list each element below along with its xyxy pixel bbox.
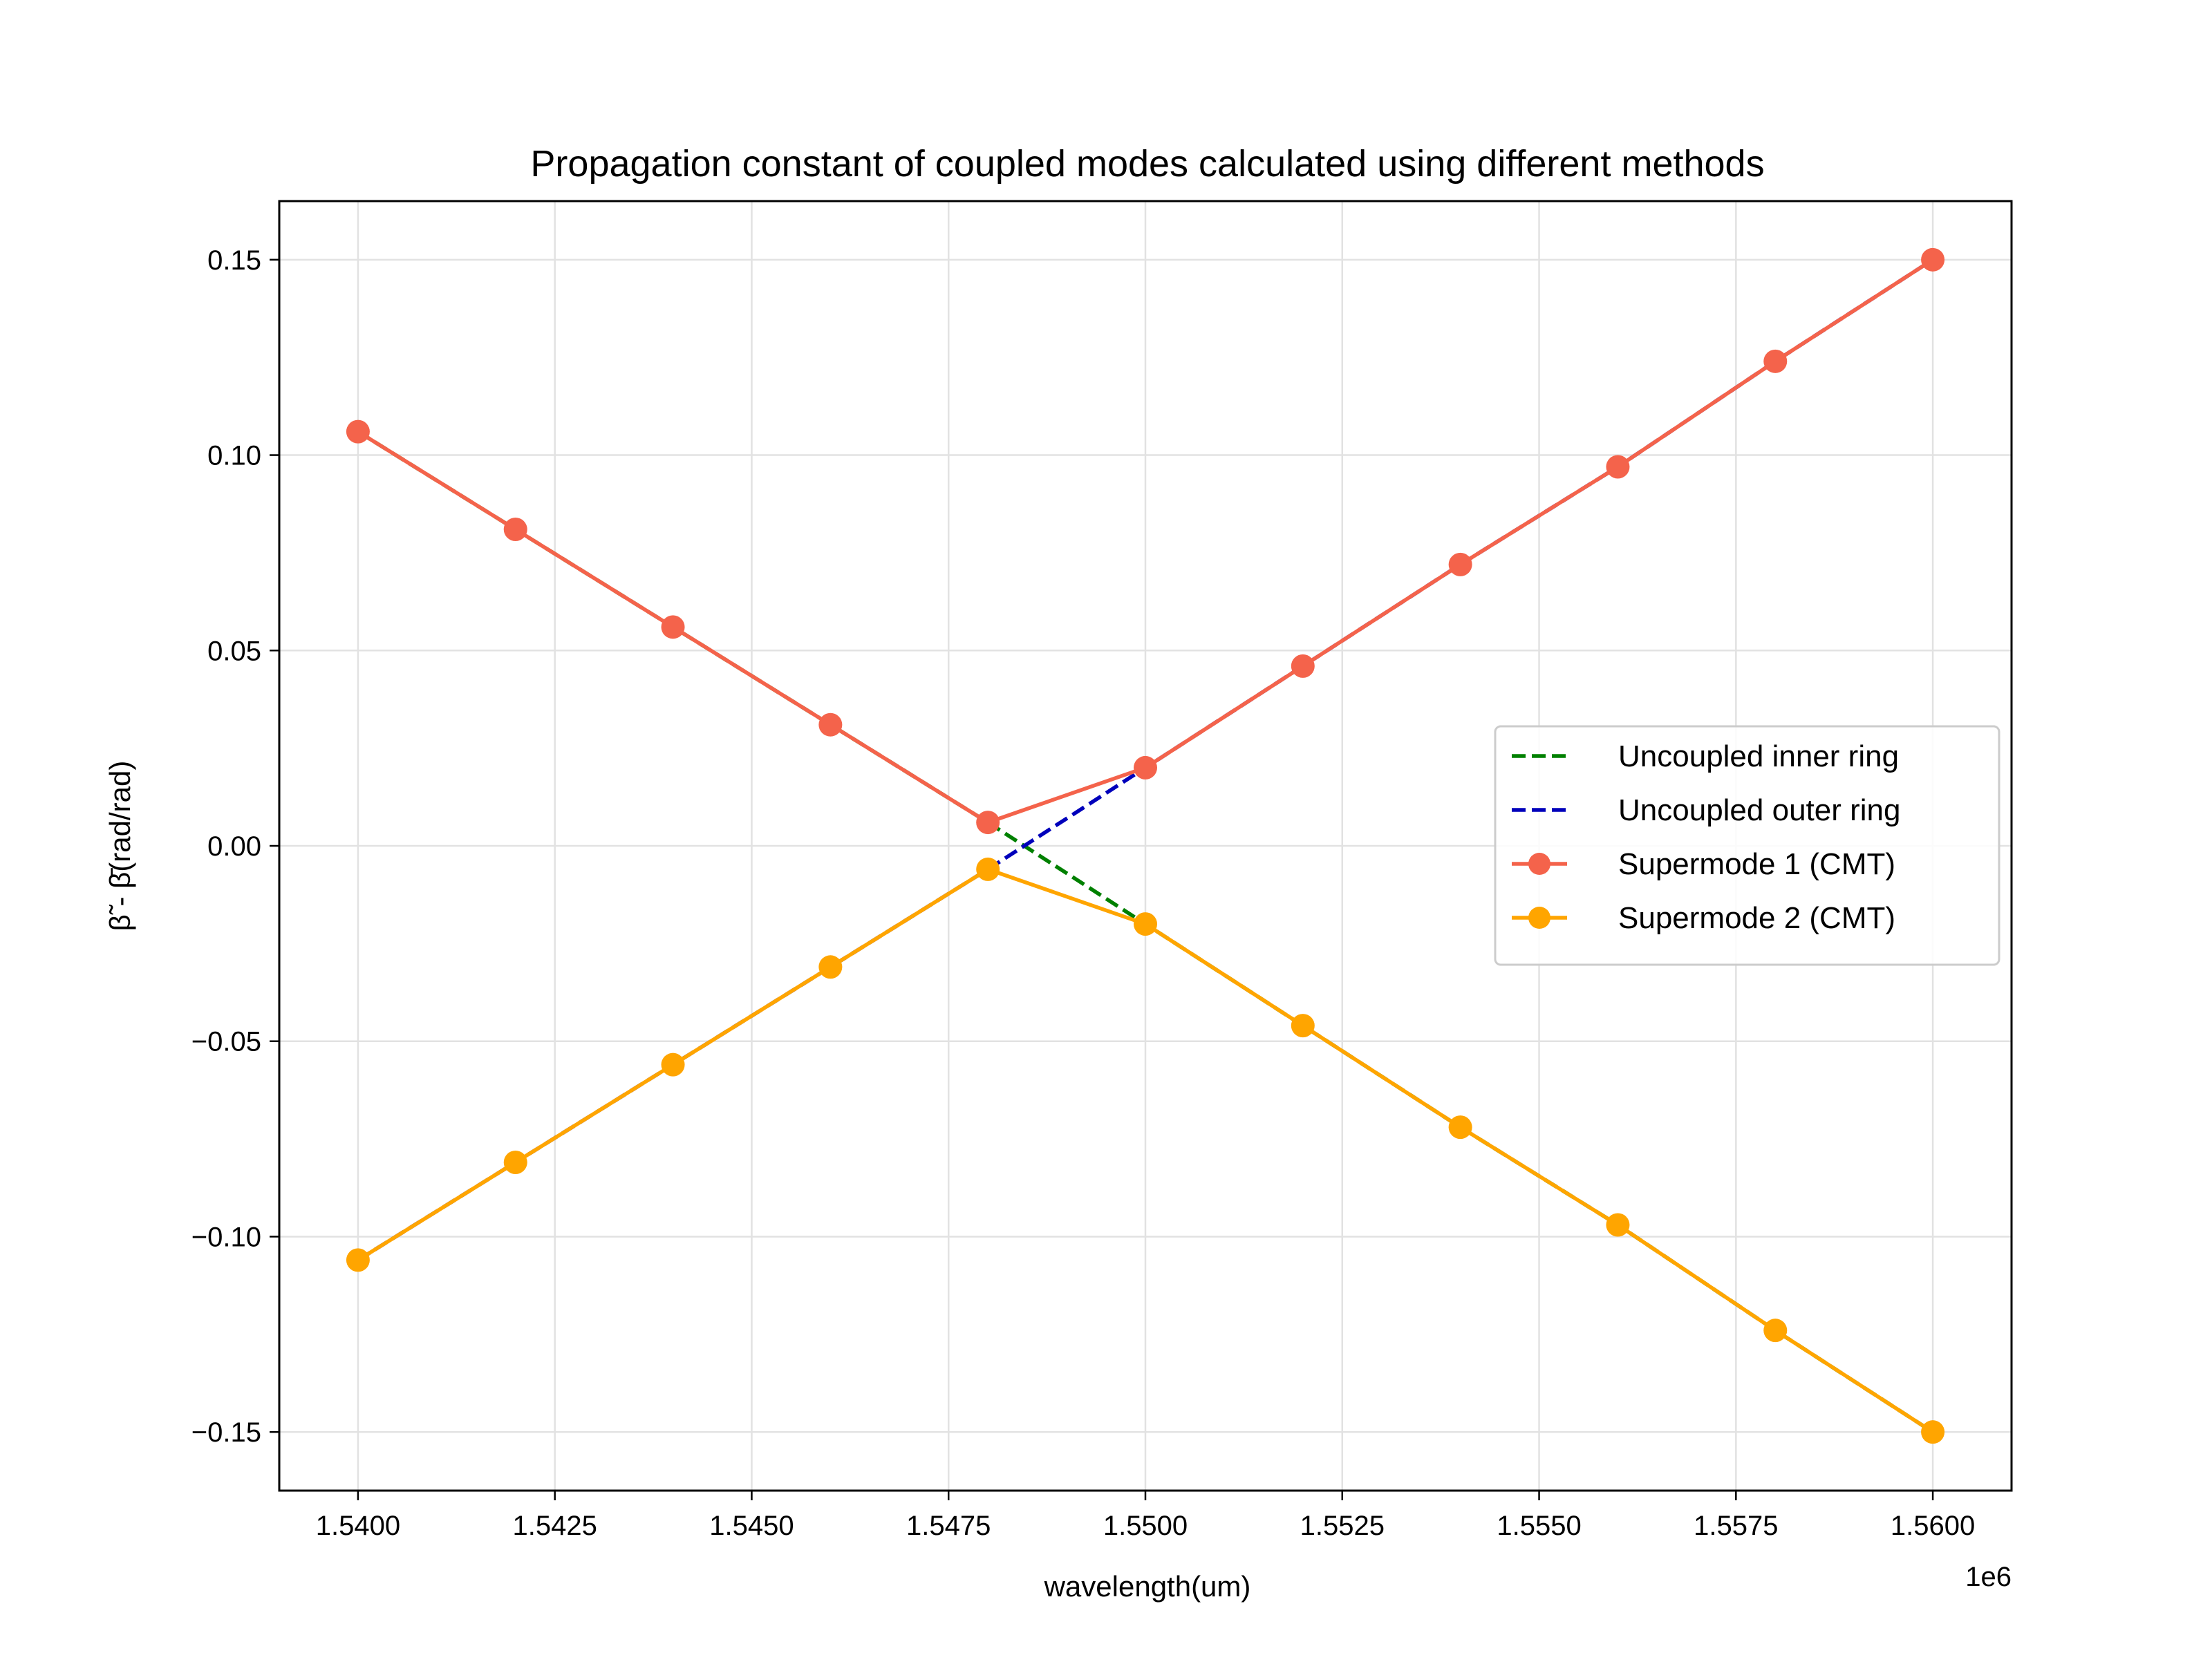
- y-axis-label: β̃ - β̄(rad/rad): [104, 761, 136, 932]
- x-axis-offset-label: 1e6: [1965, 1562, 2012, 1592]
- legend: Uncoupled inner ring Uncoupled outer ring…: [1494, 725, 2000, 966]
- legend-label-1: Uncoupled inner ring: [1618, 739, 1899, 773]
- x-tick-label: 1.5450: [709, 1511, 794, 1541]
- y-tick-label: 0.15: [207, 245, 261, 276]
- y-tick-label: 0.00: [207, 831, 261, 862]
- legend-label-2: Uncoupled outer ring: [1618, 793, 1900, 827]
- series-4-point: [503, 1151, 527, 1175]
- series-3-point: [818, 712, 843, 737]
- series-3-point: [661, 615, 685, 639]
- legend-label-3: Supermode 1 (CMT): [1618, 847, 1895, 881]
- series-3-point: [346, 419, 370, 444]
- legend-marker-4: [1528, 907, 1550, 929]
- legend-box: [1494, 725, 2000, 966]
- y-tick-label: −0.05: [191, 1027, 261, 1057]
- series-4-point: [1291, 1014, 1315, 1038]
- series-4-point: [1606, 1213, 1630, 1237]
- series-4-point: [1448, 1115, 1472, 1140]
- series-3-point: [1921, 247, 1945, 272]
- series-3-point: [1763, 349, 1788, 373]
- x-tick-label: 1.5550: [1497, 1511, 1581, 1541]
- x-tick-label: 1.5575: [1694, 1511, 1778, 1541]
- x-tick-label: 1.5525: [1300, 1511, 1385, 1541]
- x-tick-label: 1.5425: [513, 1511, 597, 1541]
- legend-marker-3: [1528, 853, 1550, 875]
- x-tick-label: 1.5600: [1891, 1511, 1975, 1541]
- legend-label-4: Supermode 2 (CMT): [1618, 901, 1895, 935]
- x-tick-label: 1.5400: [316, 1511, 400, 1541]
- y-tick-label: 0.10: [207, 441, 261, 471]
- series-3-point: [976, 811, 1000, 835]
- series-4-point: [661, 1052, 685, 1077]
- y-tick-label: 0.05: [207, 636, 261, 666]
- series-4-point: [1134, 912, 1157, 936]
- series-4-point: [1921, 1420, 1945, 1444]
- y-tick-label: −0.15: [191, 1417, 261, 1448]
- series-3-point: [1134, 755, 1157, 780]
- x-tick-label: 1.5500: [1103, 1511, 1188, 1541]
- series-4-point: [976, 857, 1000, 881]
- y-tick-label: −0.10: [191, 1222, 261, 1252]
- chart-title: Propagation constant of coupled modes ca…: [530, 143, 1764, 185]
- series-3-point: [1606, 455, 1630, 479]
- series-3-point: [1291, 654, 1315, 678]
- series-3-point: [1448, 552, 1472, 576]
- series-4-point: [346, 1248, 370, 1272]
- series-4-point: [818, 955, 843, 979]
- x-tick-label: 1.5475: [906, 1511, 991, 1541]
- series-4-point: [1763, 1319, 1788, 1343]
- x-axis-label: wavelength(um): [1044, 1570, 1251, 1603]
- series-3-point: [503, 517, 527, 541]
